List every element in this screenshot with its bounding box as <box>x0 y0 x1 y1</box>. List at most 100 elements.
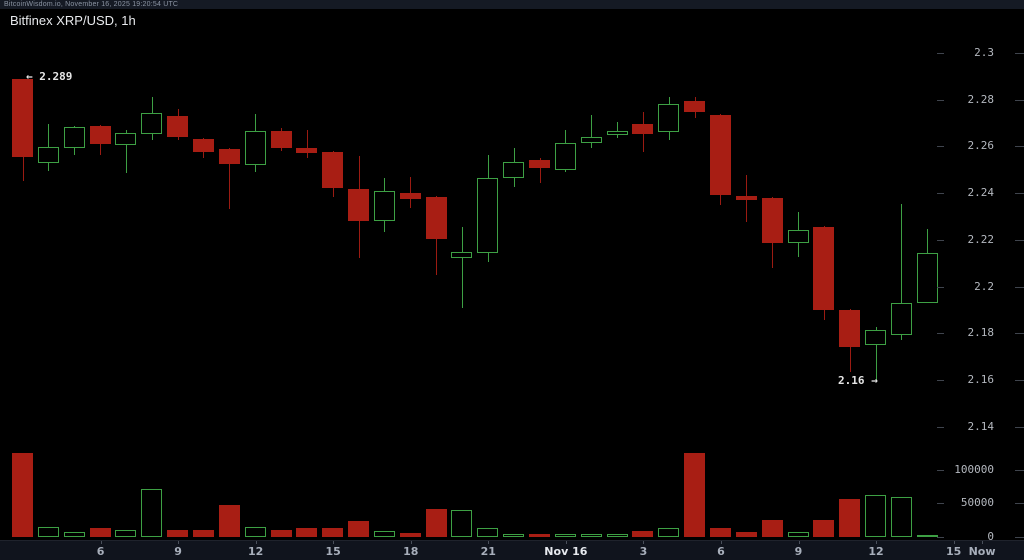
volume-bar <box>244 526 266 537</box>
time-tick-label: 18 <box>403 545 419 558</box>
time-axis[interactable]: 6 9 12 15 18 21 Nov 16 3 6 9 12 15 Now <box>0 540 1024 560</box>
volume-bar <box>12 453 33 537</box>
time-tick-mark <box>333 541 335 544</box>
axis-tick <box>1015 333 1024 335</box>
status-bar: BitcoinWisdom.io, November 16, 2025 19:2… <box>0 0 1024 9</box>
time-tick-mark <box>720 541 722 544</box>
time-tick-label: 6 <box>717 545 725 558</box>
candle-body <box>916 252 938 303</box>
candle-body <box>684 100 706 112</box>
axis-tick <box>937 99 944 101</box>
volume-bar <box>813 520 835 537</box>
volume-bar <box>192 530 214 537</box>
candle-body <box>658 103 680 132</box>
volume-bar <box>270 530 292 537</box>
candle-body <box>115 132 137 146</box>
time-tick-label: 9 <box>174 545 182 558</box>
price-tick-label: 2.16 <box>967 373 995 387</box>
volume-bar <box>89 528 111 537</box>
axis-tick <box>937 53 944 54</box>
price-pane[interactable] <box>0 9 940 445</box>
candle-body <box>735 195 757 200</box>
candle-wick <box>617 121 619 139</box>
status-bar-text: BitcoinWisdom.io, November 16, 2025 19:2… <box>4 1 179 8</box>
volume-bar <box>218 504 240 537</box>
page-title: Bitfinex XRP/USD, 1h <box>10 13 136 28</box>
candle-body <box>865 329 887 345</box>
price-tick-label: 2.28 <box>967 92 995 106</box>
volume-tick-label: 100000 <box>954 462 994 476</box>
time-tick-mark <box>876 541 878 544</box>
open-price-annotation: ← 2.289 <box>26 70 73 83</box>
volume-bar <box>865 495 887 537</box>
time-tick-label: 12 <box>868 545 884 558</box>
volume-bar <box>839 498 861 537</box>
axis-tick <box>937 503 944 505</box>
price-tick-label: 2.24 <box>967 186 995 200</box>
candle-body <box>167 116 189 138</box>
candle-wick <box>410 177 412 208</box>
time-tick-label: 12 <box>247 545 264 558</box>
candle-body <box>890 302 912 335</box>
axis-tick <box>1015 99 1024 101</box>
time-tick-mark <box>953 541 955 544</box>
volume-pane[interactable] <box>0 445 940 540</box>
time-tick-mark <box>565 541 567 544</box>
volume-bar <box>761 520 783 537</box>
volume-tick-label: 50000 <box>960 496 994 510</box>
price-tick-label: 2.14 <box>967 419 995 433</box>
time-tick-label: 21 <box>480 545 496 558</box>
volume-bar <box>580 533 602 537</box>
candle-body <box>63 127 85 149</box>
volume-bar <box>373 530 395 537</box>
low-price-annotation: 2.16 → <box>838 374 878 387</box>
time-tick-mark <box>488 541 490 544</box>
axis-tick <box>1015 426 1024 428</box>
time-tick-mark <box>255 541 257 544</box>
candle-wick <box>591 114 593 149</box>
time-tick-label: 15 <box>325 545 341 558</box>
candle-body <box>12 78 33 157</box>
axis-tick <box>1015 380 1024 382</box>
axis-tick <box>937 239 944 241</box>
price-tick-label: 2.26 <box>967 139 995 153</box>
axis-tick <box>1015 193 1024 195</box>
volume-bar <box>322 528 344 537</box>
volume-tick-label: 0 <box>987 530 994 543</box>
volume-bar <box>684 453 706 537</box>
candle-body <box>632 124 654 135</box>
price-tick-label: 2.22 <box>967 232 995 246</box>
time-tick-mark <box>982 541 984 544</box>
volume-bar <box>529 533 550 537</box>
volume-bar <box>890 496 912 537</box>
time-tick-label: 15 <box>945 545 962 558</box>
volume-bar <box>632 530 654 537</box>
candle-body <box>348 188 370 221</box>
price-tick-label: 2.3 <box>974 46 994 59</box>
axis-tick <box>937 146 944 148</box>
candle-wick <box>229 148 231 210</box>
volume-bar <box>348 520 370 537</box>
time-tick-mark <box>798 541 800 544</box>
volume-bar <box>787 532 809 537</box>
axis-tick <box>1015 286 1024 288</box>
candle-body <box>787 229 809 243</box>
candle-body <box>606 131 628 135</box>
time-tick-label: 3 <box>639 545 648 558</box>
candle-body <box>529 159 550 168</box>
candle-body <box>218 149 240 164</box>
candle-body <box>554 142 576 170</box>
time-tick-label: 9 <box>794 545 803 558</box>
volume-bar <box>115 530 137 537</box>
axis-tick <box>1015 537 1024 538</box>
time-tick-mark <box>178 541 180 544</box>
candle-body <box>244 131 266 166</box>
candle-body <box>192 138 214 153</box>
volume-bar <box>606 533 628 537</box>
volume-bar <box>37 526 59 537</box>
axis-tick <box>1015 469 1024 471</box>
volume-bar <box>916 535 938 537</box>
time-tick-label: 6 <box>96 545 105 558</box>
volume-bar <box>658 527 680 537</box>
volume-bar <box>709 527 731 537</box>
